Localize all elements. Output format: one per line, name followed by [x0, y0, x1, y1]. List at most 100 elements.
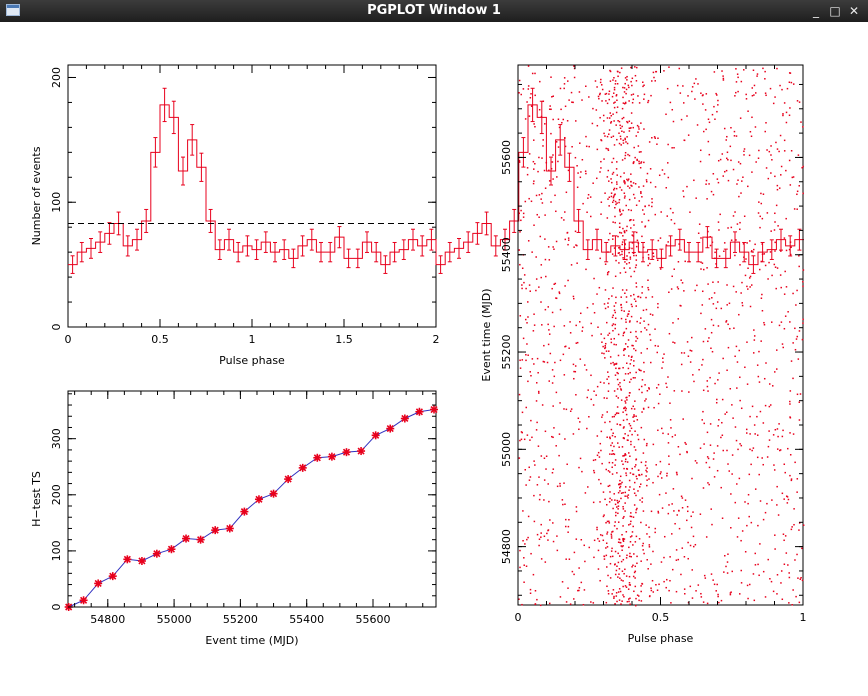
event-point [627, 153, 629, 156]
window-app-icon[interactable] [6, 4, 20, 16]
event-point [723, 250, 725, 253]
event-point [543, 499, 545, 501]
event-point [630, 512, 632, 514]
event-point [612, 221, 614, 223]
event-point [519, 566, 521, 569]
event-point [796, 208, 798, 210]
event-point [671, 108, 674, 111]
event-point [731, 404, 733, 406]
event-point [619, 135, 622, 138]
event-point [662, 357, 664, 359]
event-point [636, 477, 638, 480]
event-point [710, 331, 713, 334]
htest-point [79, 596, 88, 605]
maximize-button[interactable]: □ [829, 4, 841, 18]
event-point [669, 402, 671, 404]
event-point [670, 602, 672, 604]
event-point [646, 533, 648, 535]
event-point [550, 167, 553, 170]
event-point [522, 216, 525, 218]
event-point [783, 139, 786, 142]
event-point [784, 471, 786, 474]
event-point [605, 147, 607, 150]
event-point [776, 428, 779, 430]
event-point [607, 371, 609, 373]
event-point [590, 322, 592, 325]
event-point [617, 412, 620, 415]
event-point [528, 115, 531, 117]
event-point [648, 141, 651, 143]
event-point [617, 235, 619, 238]
event-point [670, 288, 673, 290]
event-point [749, 240, 751, 242]
event-point [607, 198, 609, 200]
event-point [684, 260, 686, 263]
event-point [628, 582, 631, 584]
event-point [599, 81, 602, 84]
event-point [530, 419, 532, 422]
event-point [530, 200, 533, 203]
event-point [683, 556, 686, 558]
event-point [633, 360, 635, 362]
x-tick-label: 2 [433, 333, 440, 346]
event-point [634, 377, 636, 379]
title-bar[interactable]: PGPLOT Window 1 _ □ ✕ [0, 0, 868, 22]
event-point [597, 451, 600, 454]
event-point [578, 567, 580, 569]
event-point [621, 250, 623, 253]
event-point [617, 501, 619, 504]
event-point [613, 595, 615, 598]
event-point [629, 424, 632, 427]
event-point [604, 192, 606, 194]
event-point [681, 282, 684, 284]
close-button[interactable]: ✕ [848, 4, 860, 18]
event-point [773, 263, 776, 266]
event-point [539, 494, 541, 496]
event-point [539, 80, 541, 83]
event-point [706, 456, 709, 458]
event-point [536, 213, 538, 216]
event-point [618, 222, 621, 225]
event-point [635, 458, 637, 461]
event-point [574, 230, 577, 233]
event-point [548, 380, 550, 382]
event-point [756, 73, 759, 75]
event-point [522, 337, 525, 340]
event-point [622, 585, 624, 588]
event-point [615, 187, 618, 190]
event-point [645, 444, 648, 447]
event-point [576, 186, 579, 189]
event-point [631, 101, 634, 104]
htest-point [284, 475, 293, 484]
event-point [626, 554, 628, 557]
event-point [740, 539, 742, 542]
event-point [735, 68, 737, 70]
event-point [798, 101, 801, 103]
event-point [620, 138, 622, 140]
event-point [645, 524, 647, 526]
event-point [611, 181, 613, 184]
event-point [641, 286, 644, 288]
event-point [590, 398, 592, 401]
event-point [672, 341, 674, 343]
event-point [667, 176, 670, 179]
event-point [615, 203, 617, 206]
event-point [696, 284, 698, 287]
event-point [625, 301, 628, 303]
event-point [716, 110, 718, 113]
event-point [633, 415, 635, 418]
event-point [702, 268, 705, 271]
event-point [781, 435, 784, 438]
event-point [692, 535, 695, 538]
event-point [771, 159, 773, 161]
minimize-button[interactable]: _ [813, 4, 819, 18]
event-point [576, 341, 579, 344]
event-point [778, 150, 780, 153]
event-point [617, 333, 620, 336]
event-point [618, 555, 621, 557]
event-point [732, 168, 735, 171]
event-point [533, 123, 535, 125]
event-point [689, 349, 691, 352]
event-point [739, 376, 741, 379]
event-point [611, 593, 613, 595]
